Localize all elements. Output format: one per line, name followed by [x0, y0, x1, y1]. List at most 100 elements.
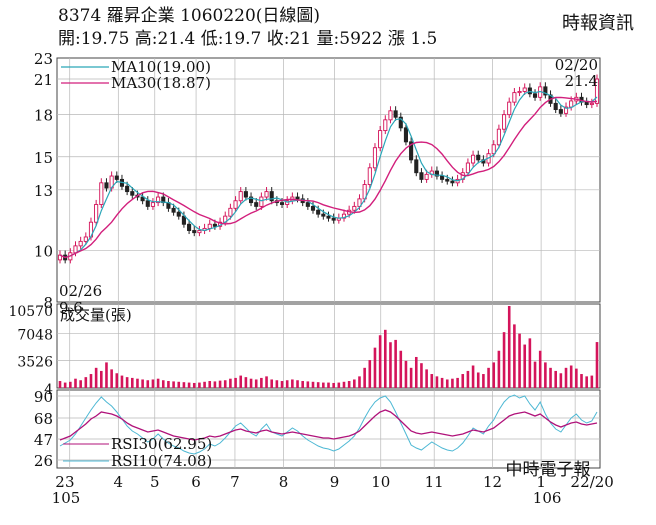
volume-bar — [487, 367, 490, 388]
candle-body — [352, 205, 357, 211]
candle-body — [378, 130, 383, 149]
volume-bar — [301, 381, 304, 388]
volume-bar — [156, 378, 160, 388]
candle-body — [502, 114, 507, 130]
candle-body — [414, 159, 419, 174]
volume-bar — [84, 377, 88, 388]
candle-body — [440, 175, 445, 180]
candle-body — [125, 185, 130, 193]
volume-bar — [590, 375, 594, 388]
candle-body — [367, 167, 372, 186]
candle-body — [403, 127, 409, 143]
candle-body — [83, 236, 88, 242]
volume-bar — [538, 350, 542, 388]
x-tick-label: 12 — [483, 473, 502, 491]
candle-body — [507, 101, 512, 116]
volume-bar — [502, 332, 506, 388]
volume-bar — [569, 365, 573, 388]
candle-body — [409, 141, 414, 161]
volume-bar — [528, 338, 532, 388]
candle-body — [471, 154, 476, 164]
volume-bar — [332, 382, 335, 388]
volume-bar — [151, 379, 155, 388]
publisher-brand: 時報資訊 — [562, 13, 634, 34]
candle-body — [326, 215, 331, 219]
candle-body — [233, 200, 238, 209]
x-tick-label: 4 — [114, 473, 124, 491]
x-tick-label: 7 — [230, 473, 240, 491]
volume-bar — [559, 373, 563, 388]
volume-bar — [322, 382, 325, 388]
volume-bar — [476, 372, 480, 388]
volume-bar — [507, 306, 511, 388]
volume-bar — [358, 376, 361, 388]
candle-body — [584, 101, 589, 106]
candle-body — [517, 91, 522, 94]
volume-bar — [74, 378, 77, 388]
volume-bar — [89, 374, 93, 388]
candle-body — [130, 191, 135, 196]
x-tick-label: 2 — [570, 473, 580, 491]
candle-body — [156, 196, 161, 204]
x-tick-label: 2/20 — [580, 473, 614, 491]
rsi-tick-label: 68 — [34, 410, 53, 428]
low-value-label: 9.6 — [59, 299, 83, 317]
candle-body — [496, 128, 501, 146]
volume-bar — [130, 377, 134, 388]
candle-body — [450, 180, 455, 184]
candle-body — [150, 202, 155, 207]
volume-bar — [404, 360, 408, 388]
price-tick-label: 21 — [34, 71, 53, 89]
volume-bar — [291, 379, 294, 388]
rsi-tick-label: 47 — [34, 431, 53, 449]
volume-bar — [120, 375, 124, 388]
volume-bar — [275, 380, 279, 388]
volume-bar — [585, 376, 588, 388]
volume-bar — [270, 379, 274, 388]
volume-bar — [471, 365, 475, 388]
volume-bar — [414, 356, 418, 388]
volume-bar — [296, 380, 299, 388]
candle-body — [140, 196, 145, 202]
volume-bar — [549, 367, 552, 388]
candle-body — [594, 78, 600, 104]
volume-bar — [218, 380, 222, 388]
candle-body — [94, 204, 99, 223]
volume-bar — [580, 374, 583, 388]
volume-bar — [327, 382, 330, 388]
volume-bar — [420, 363, 423, 388]
volume-bar — [497, 350, 501, 388]
volume-title: 成交量(張) — [60, 306, 132, 324]
candle-body — [491, 144, 496, 155]
candle-body — [254, 202, 259, 207]
volume-tick-label: 10570 — [8, 304, 53, 320]
candle-body — [512, 92, 517, 103]
volume-bar — [146, 380, 150, 388]
volume-tick-label: 7048 — [17, 327, 53, 343]
candle-body — [99, 182, 104, 205]
candle-body — [331, 217, 336, 221]
volume-bar — [94, 367, 98, 388]
candle-body — [207, 223, 212, 229]
price-tick-label: 18 — [34, 107, 53, 125]
volume-bar — [575, 368, 578, 388]
volume-bar — [167, 381, 170, 388]
volume-bar — [373, 347, 377, 388]
ma10-legend: MA10(19.00) — [111, 58, 211, 76]
candle-body — [305, 202, 310, 207]
volume-bar — [306, 381, 310, 388]
volume-bar — [544, 362, 547, 388]
volume-bar — [409, 367, 413, 388]
volume-tick-label: 3526 — [17, 355, 53, 371]
volume-tick-label: 4 — [44, 382, 53, 398]
ma10-line — [59, 90, 598, 259]
candle-body — [269, 191, 274, 202]
ma30-line — [59, 96, 598, 259]
year-label: 105 — [52, 489, 81, 507]
candle-body — [445, 178, 450, 182]
volume-bar — [265, 376, 268, 388]
volume-bar — [141, 379, 144, 388]
volume-bar — [115, 373, 119, 388]
candle-body — [543, 86, 548, 96]
